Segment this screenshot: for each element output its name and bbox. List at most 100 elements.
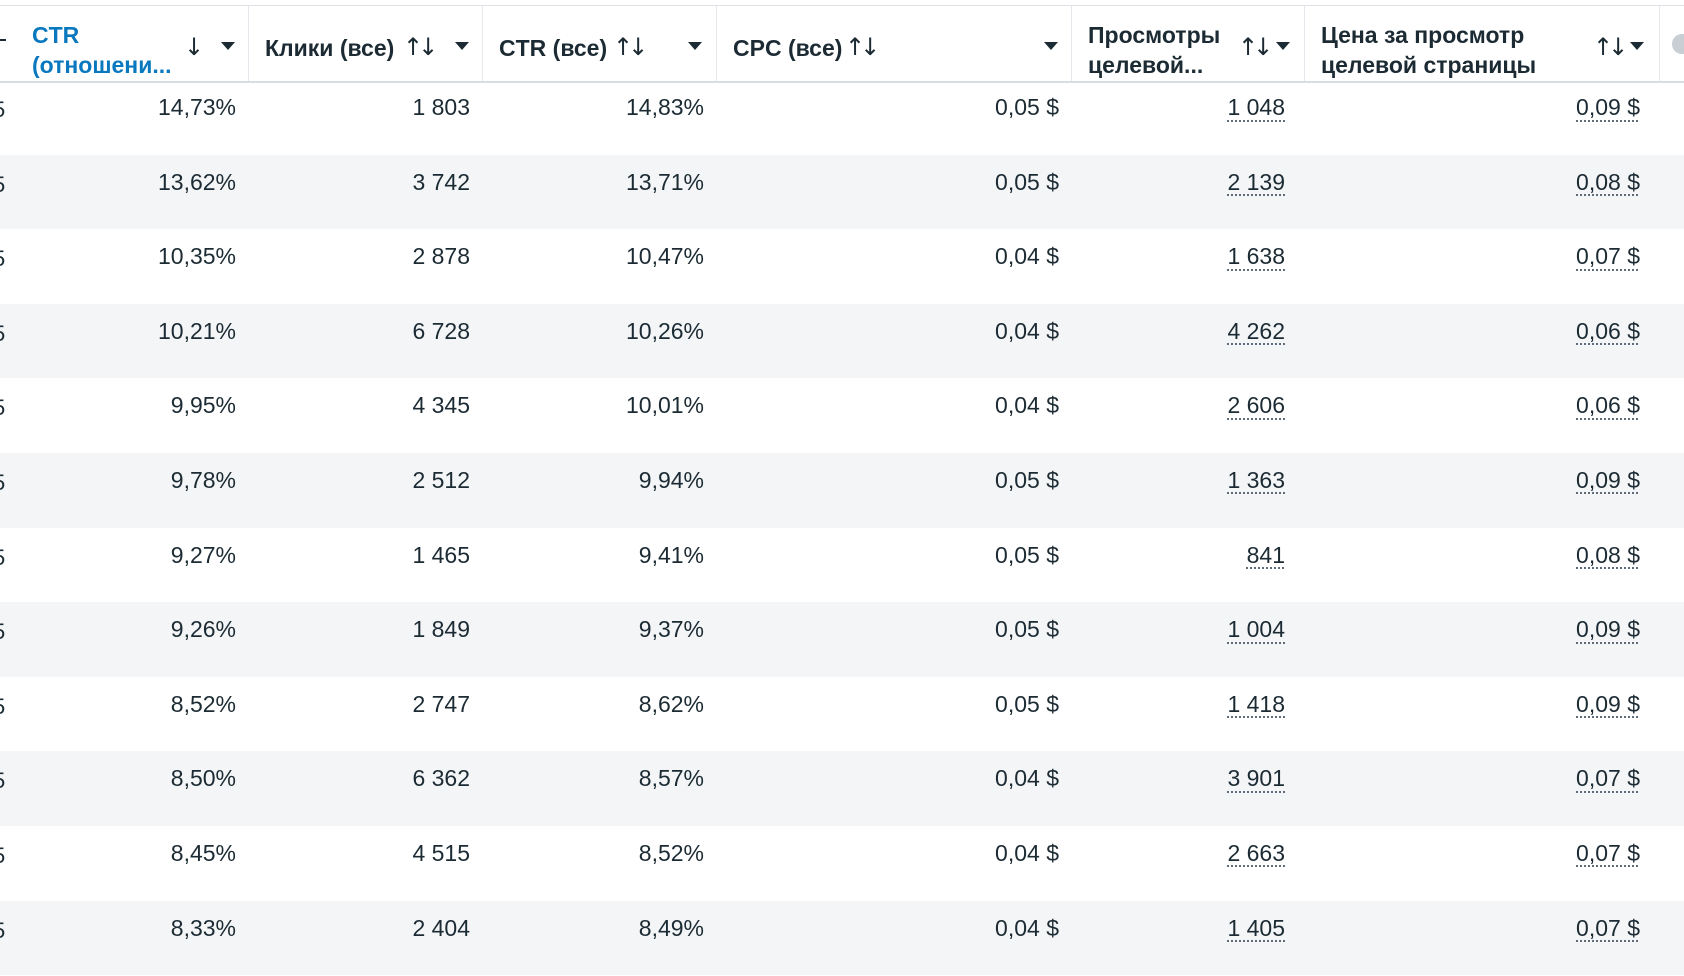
label-line-1: Просмотры xyxy=(1088,22,1221,48)
table-row[interactable]: 5 10,35% 2 878 10,47% 0,04 $ 1 638 0,07 $ xyxy=(0,229,1684,304)
cell-landing-page-views[interactable]: 3 901 xyxy=(1227,765,1285,792)
column-menu-caret-icon[interactable] xyxy=(455,42,469,50)
cell-clicks-all: 1 465 xyxy=(412,541,470,568)
cell-landing-page-views[interactable]: 841 xyxy=(1246,541,1285,568)
column-menu-caret-icon[interactable] xyxy=(1276,42,1290,50)
cell-cost-per-lp-view[interactable]: 0,08 $ xyxy=(1576,541,1640,568)
column-menu-caret-icon[interactable] xyxy=(221,42,235,50)
column-menu-caret-icon[interactable] xyxy=(1630,42,1644,50)
table-row[interactable]: 5 9,78% 2 512 9,94% 0,05 $ 1 363 0,09 $ xyxy=(0,452,1684,528)
cell-cost-per-lp-view[interactable]: 0,06 $ xyxy=(1576,317,1640,344)
cell-landing-page-views[interactable]: 1 405 xyxy=(1227,914,1285,941)
table-row[interactable]: 5 8,52% 2 747 8,62% 0,05 $ 1 418 0,09 $ xyxy=(0,677,1684,752)
column-header-label: CPC (все) xyxy=(733,35,843,61)
sort-toggle-icon[interactable]: ↑↓ xyxy=(845,33,880,61)
cell-clicks-all: 2 404 xyxy=(412,914,470,941)
cell-ctr-all: 10,47% xyxy=(625,243,704,270)
table-row[interactable]: 5 8,45% 4 515 8,52% 0,04 $ 2 663 0,07 $ xyxy=(0,826,1684,901)
cell-ctr-link: 9,27% xyxy=(170,541,236,568)
cell-landing-page-views[interactable]: 4 262 xyxy=(1227,317,1285,344)
cell-ctr-all: 9,37% xyxy=(638,616,704,643)
cell-landing-page-views[interactable]: 1 418 xyxy=(1227,690,1285,717)
truncated-previous-column-cell: 5 xyxy=(0,545,5,570)
cell-clicks-all: 1 803 xyxy=(412,94,470,120)
cell-ctr-all: 13,71% xyxy=(625,168,704,195)
truncated-previous-column-cell: 5 xyxy=(0,843,5,868)
table-row[interactable]: 5 14,73% 1 803 14,83% 0,05 $ 1 048 0,09 $ xyxy=(0,80,1684,155)
truncated-previous-column-cell: 5 xyxy=(0,918,5,943)
cell-landing-page-views[interactable]: 2 139 xyxy=(1227,168,1285,195)
cell-cost-per-lp-view[interactable]: 0,07 $ xyxy=(1576,765,1640,792)
cell-ctr-link: 13,62% xyxy=(157,168,236,195)
cell-ctr-all: 9,94% xyxy=(638,466,704,493)
cell-cost-per-lp-view[interactable]: 0,06 $ xyxy=(1576,392,1640,419)
cell-cpc-all: 0,04 $ xyxy=(995,317,1059,344)
cell-ctr-all: 8,62% xyxy=(638,690,704,717)
cell-cpc-all: 0,05 $ xyxy=(995,690,1059,717)
column-header-ctr-all[interactable]: CTR (все) ↑↓ xyxy=(483,6,717,81)
table-row[interactable]: 5 13,62% 3 742 13,71% 0,05 $ 2 139 0,08 $ xyxy=(0,154,1684,230)
cell-landing-page-views[interactable]: 1 004 xyxy=(1227,616,1285,643)
cell-cpc-all: 0,05 $ xyxy=(995,168,1059,195)
table-row[interactable]: 5 9,27% 1 465 9,41% 0,05 $ 841 0,08 $ xyxy=(0,528,1684,603)
cell-clicks-all: 3 742 xyxy=(412,168,470,195)
cell-ctr-all: 10,01% xyxy=(625,392,704,419)
horizontal-scroll-handle[interactable] xyxy=(1672,34,1684,54)
table-row[interactable]: 5 9,95% 4 345 10,01% 0,04 $ 2 606 0,06 $ xyxy=(0,378,1684,453)
table-row[interactable]: 5 10,21% 6 728 10,26% 0,04 $ 4 262 0,06 $ xyxy=(0,303,1684,379)
cell-cost-per-lp-view[interactable]: 0,07 $ xyxy=(1576,243,1640,270)
cell-landing-page-views[interactable]: 1 048 xyxy=(1227,94,1285,120)
sort-toggle-icon[interactable]: ↑↓ xyxy=(613,33,648,61)
table-row[interactable]: 5 9,26% 1 849 9,37% 0,05 $ 1 004 0,09 $ xyxy=(0,602,1684,677)
cell-landing-page-views[interactable]: 2 606 xyxy=(1227,392,1285,419)
label-line-2: целевой... xyxy=(1088,52,1204,78)
column-header-clicks-all[interactable]: Клики (все) ↑↓ xyxy=(249,6,483,81)
cell-cpc-all: 0,05 $ xyxy=(995,541,1059,568)
cell-cost-per-lp-view[interactable]: 0,08 $ xyxy=(1576,168,1640,195)
cell-cost-per-lp-view[interactable]: 0,09 $ xyxy=(1576,616,1640,643)
cell-cost-per-lp-view[interactable]: 0,07 $ xyxy=(1576,839,1640,866)
cell-landing-page-views[interactable]: 1 363 xyxy=(1227,466,1285,493)
cell-landing-page-views[interactable]: 2 663 xyxy=(1227,839,1285,866)
table-top-edge xyxy=(0,0,1684,6)
table-header: CTR (отношени... ↓ Клики (все) ↑↓ CTR (в… xyxy=(0,6,1684,83)
cell-cost-per-lp-view[interactable]: 0,09 $ xyxy=(1576,466,1640,493)
column-header-label: CTR (все) xyxy=(499,35,608,61)
truncated-previous-column-cell: 5 xyxy=(0,470,5,495)
cell-ctr-all: 8,49% xyxy=(638,914,704,941)
cell-clicks-all: 6 728 xyxy=(412,317,470,344)
column-header-label: Цена за просмотр целевой страницы xyxy=(1321,20,1536,80)
cell-cost-per-lp-view[interactable]: 0,07 $ xyxy=(1576,914,1640,941)
cell-ctr-link: 10,35% xyxy=(157,243,236,270)
table-row[interactable]: 5 8,50% 6 362 8,57% 0,04 $ 3 901 0,07 $ xyxy=(0,751,1684,826)
sort-descending-icon[interactable]: ↓ xyxy=(184,33,204,61)
column-header-cpc-all[interactable]: CPC (все) ↑↓ xyxy=(717,6,1072,81)
label-line-2: (отношени... xyxy=(32,52,172,78)
column-menu-caret-icon[interactable] xyxy=(688,42,702,50)
column-header-ctr-link[interactable]: CTR (отношени... ↓ xyxy=(16,6,249,81)
column-header-cost-per-landing-page-view[interactable]: Цена за просмотр целевой страницы ↑↓ xyxy=(1305,6,1660,81)
column-menu-caret-icon[interactable] xyxy=(1044,42,1058,50)
sort-toggle-icon[interactable]: ↑↓ xyxy=(403,33,438,61)
column-header-label: Просмотры целевой... xyxy=(1088,20,1220,80)
column-header-landing-page-views[interactable]: Просмотры целевой... ↑↓ xyxy=(1072,6,1305,81)
truncated-previous-column-cell: 5 xyxy=(0,98,5,122)
cell-ctr-link: 9,95% xyxy=(170,392,236,419)
truncated-previous-column-cell: 5 xyxy=(0,321,5,346)
cell-ctr-all: 10,26% xyxy=(625,317,704,344)
cell-cost-per-lp-view[interactable]: 0,09 $ xyxy=(1576,94,1640,120)
cell-cpc-all: 0,04 $ xyxy=(995,765,1059,792)
cell-ctr-all: 8,52% xyxy=(638,839,704,866)
sort-toggle-icon[interactable]: ↑↓ xyxy=(1238,33,1273,61)
table-row[interactable]: 5 8,33% 2 404 8,49% 0,04 $ 1 405 0,07 $ xyxy=(0,900,1684,976)
cell-cost-per-lp-view[interactable]: 0,09 $ xyxy=(1576,690,1640,717)
sort-toggle-icon[interactable]: ↑↓ xyxy=(1593,33,1628,61)
cell-landing-page-views[interactable]: 1 638 xyxy=(1227,243,1285,270)
label-line-2: целевой страницы xyxy=(1321,52,1537,78)
cell-ctr-link: 8,33% xyxy=(170,914,236,941)
cell-cpc-all: 0,04 $ xyxy=(995,914,1059,941)
truncated-previous-column-cell: 5 xyxy=(0,694,5,719)
cell-clicks-all: 2 878 xyxy=(412,243,470,270)
cell-clicks-all: 4 515 xyxy=(412,839,470,866)
